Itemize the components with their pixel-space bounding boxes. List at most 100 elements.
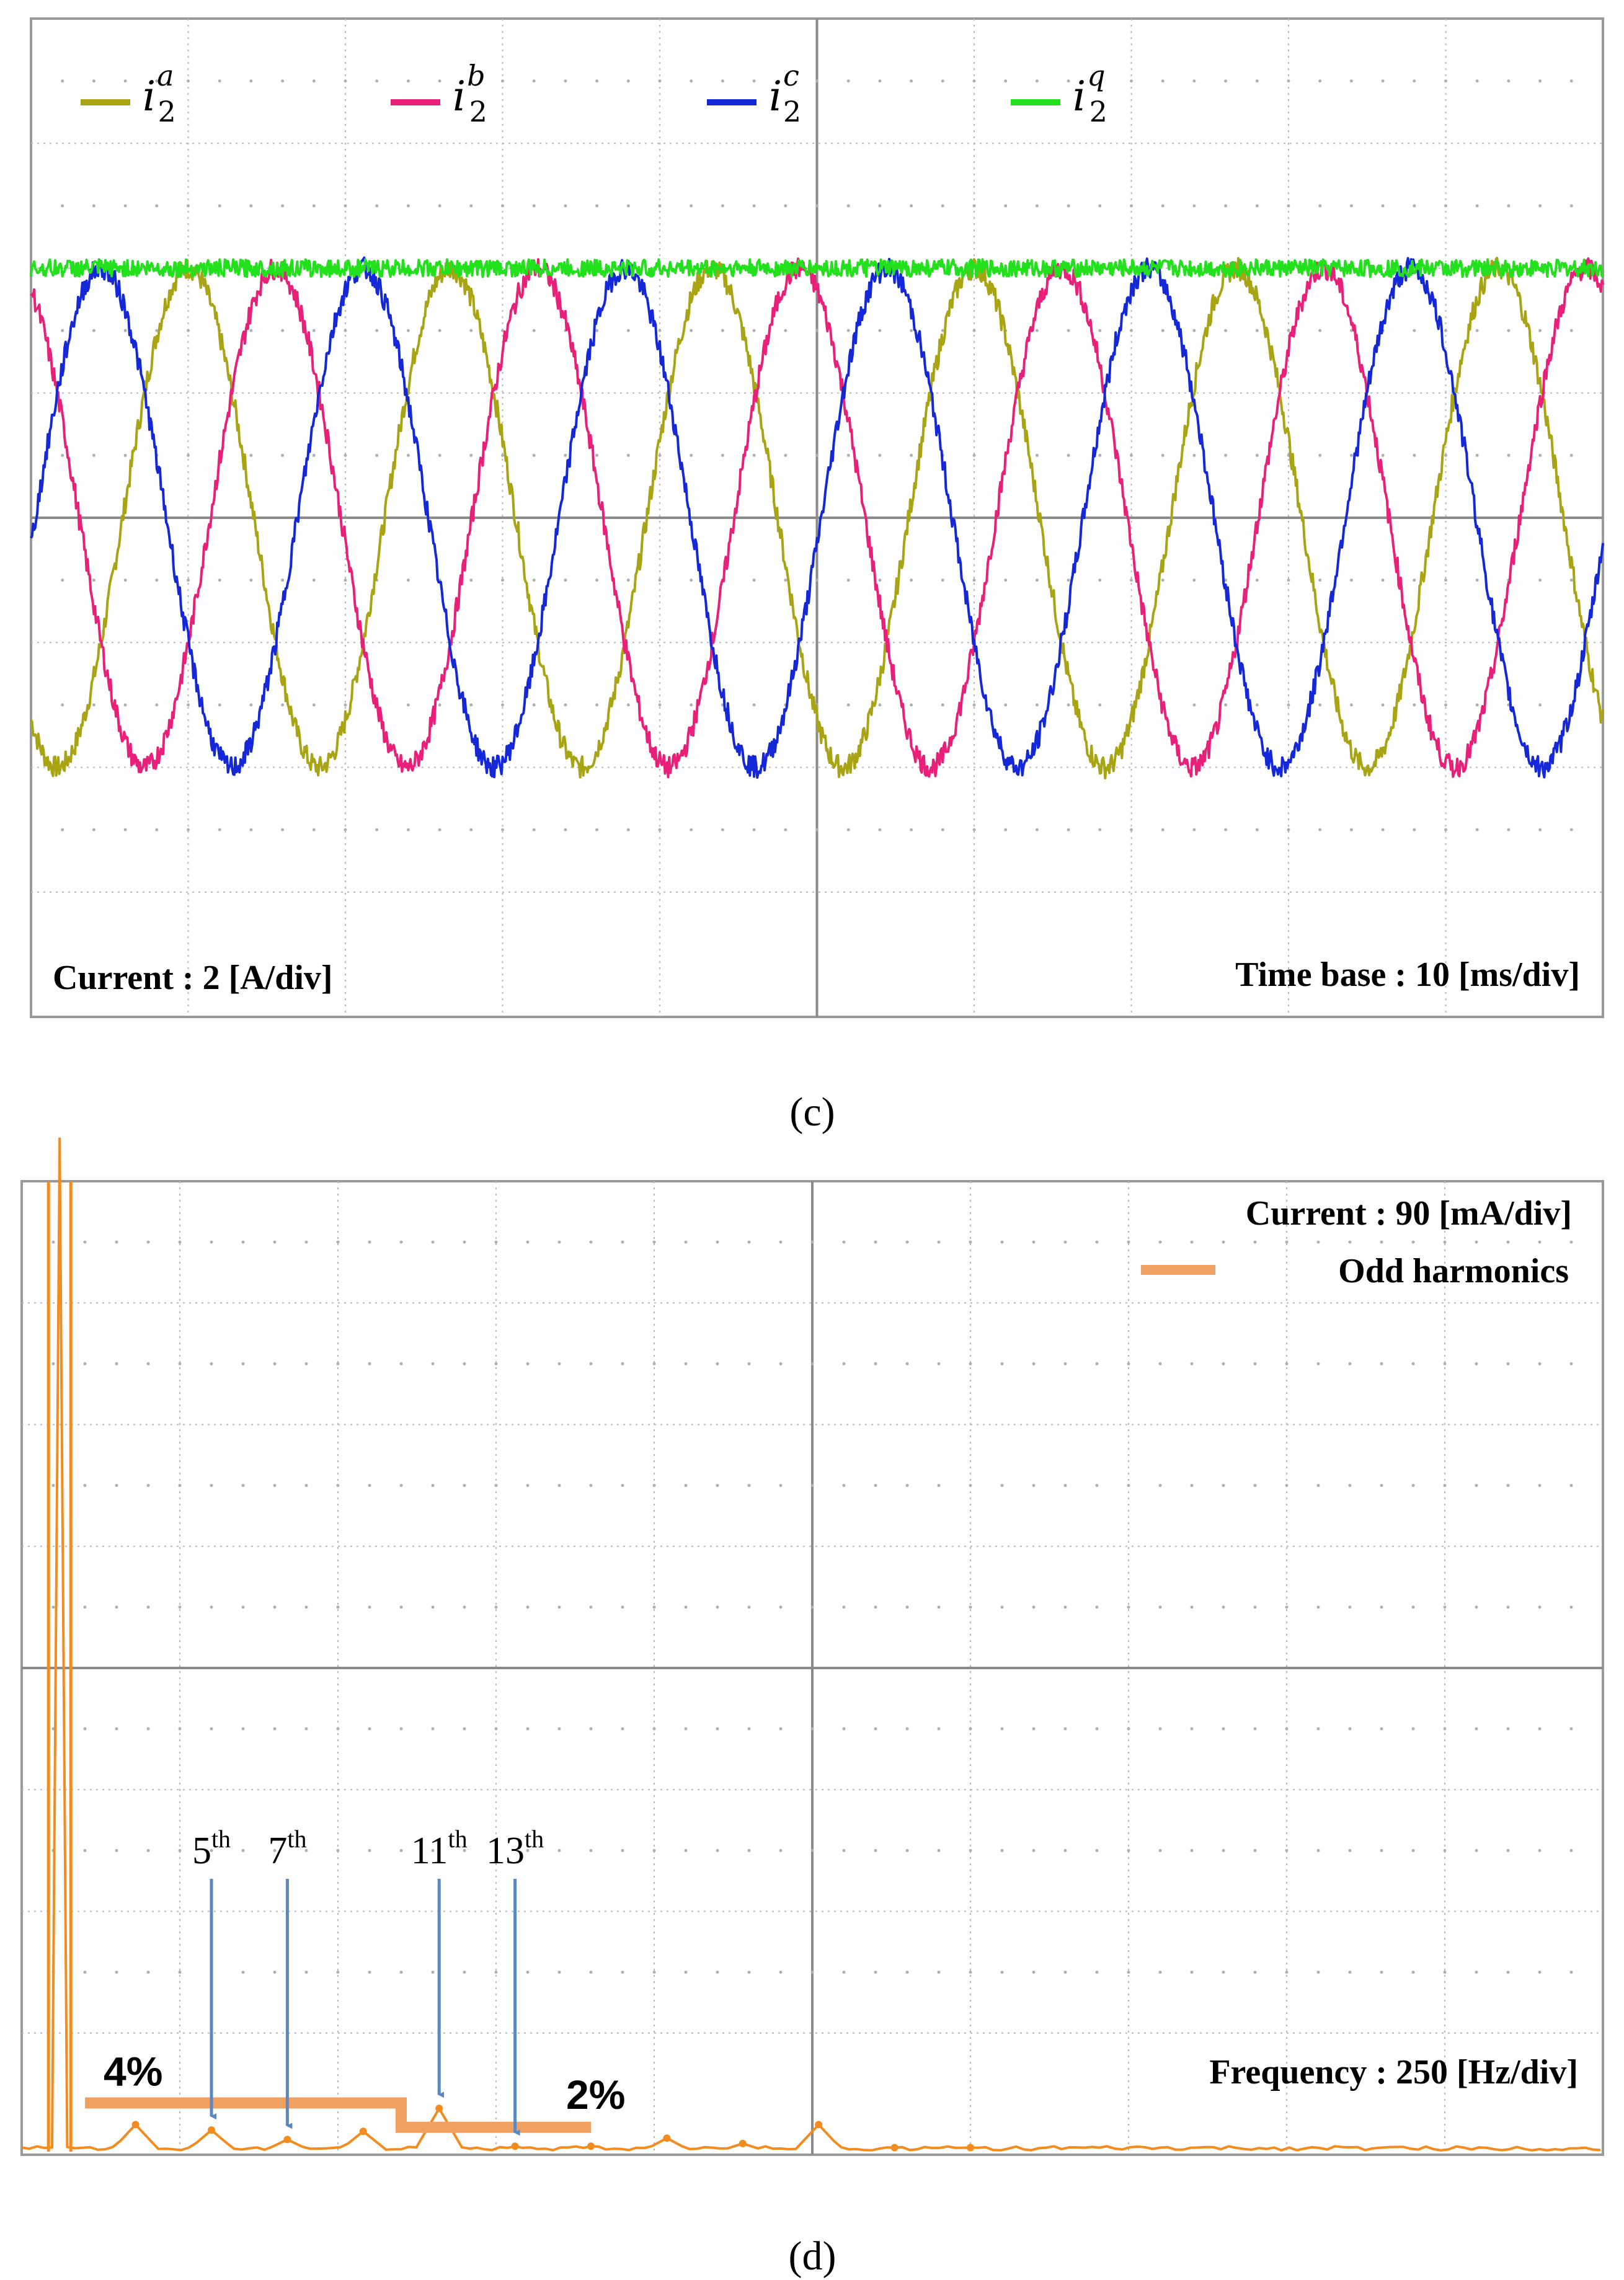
d-grid-dot [178,1362,182,1365]
c-grid-dot [658,579,662,582]
c-grid-dot [721,828,724,832]
c-grid-dot [123,828,127,832]
c-grid-dot [61,579,64,582]
d-grid-dot [146,1362,150,1365]
c-grid-dot [690,828,693,832]
c-grid-dot [595,828,599,832]
d-grid-dot [178,1727,182,1731]
c-grid-dot [1067,828,1070,832]
d-grid-dot [210,1727,213,1731]
d-grid-dot [115,1605,118,1609]
c-grid-dot [249,703,253,707]
d-grid-dot [779,1971,783,1974]
c-grid-dot [61,329,64,332]
d-grid-dot [1285,1484,1289,1488]
c-grid-dot [815,329,819,332]
d-grid-dot [336,1484,340,1488]
d-grid-dot [241,1605,245,1609]
d-grid-dot [304,1484,308,1488]
d-grid-dot [494,1971,498,1974]
d-grid-dot [1475,1362,1478,1365]
c-grid-dot [281,329,285,332]
c-grid-dot [595,204,599,208]
c-grid-dot [1287,79,1290,83]
c-grid-dot [595,453,599,457]
c-grid-dot [438,79,441,83]
c-grid-dot [1444,703,1447,707]
d-grid-dot [747,1484,751,1488]
d-grid-dot [273,1727,277,1731]
d-grid-dot [115,1484,118,1488]
d-grid-dot [1285,1605,1289,1609]
c-grid-dot [878,828,882,832]
c-grid-dot [1507,79,1511,83]
c-grid-dot [1255,204,1259,208]
c-grid-dot [878,453,882,457]
c-grid-dot [406,453,410,457]
d-grid-dot [1506,1362,1510,1365]
c-grid-dot [501,79,504,83]
d-grid-dot [1063,1240,1067,1244]
panel-c-traces [30,256,1604,779]
d-grid-dot [1222,1484,1225,1488]
c-grid-dot [752,453,756,457]
d-grid-dot [621,1484,624,1488]
d-grid-dot [115,1848,118,1852]
c-grid-dot [155,579,159,582]
c-grid-dot [406,579,410,582]
c-grid-dot [92,703,95,707]
d-grid-dot [589,1848,593,1852]
d-grid-dot [1411,1727,1415,1731]
panel-c-oscilloscope: ia 2 ib 2 ic 2 iq 2 Current : 2 [A/div] Time ba… [30,17,1604,1018]
c-grid-dot [1192,579,1196,582]
panel-c-time-scale: Time base : 10 [ms/div] [1235,956,1580,994]
c-grid-dot [406,703,410,707]
d-grid-dot [1158,1848,1162,1852]
c-grid-dot [281,828,285,832]
d-grid-dot [210,1848,213,1852]
c-grid-dot [1507,828,1511,832]
c-grid-dot [532,79,536,83]
d-grid-dot [874,1362,877,1365]
panel-c-caption: (c) [789,1089,835,1135]
d-grid-dot [1190,1971,1194,1974]
d-grid-dot [1222,1605,1225,1609]
d-grid-dot [874,1605,877,1609]
legend-sub-c: 2 [783,95,801,128]
c-grid-dot [784,579,788,582]
c-grid-dot [1475,828,1479,832]
c-grid-dot [1130,79,1133,83]
harmonic-peak-point [208,2126,215,2134]
c-grid-dot [910,79,913,83]
d-grid-dot [652,1605,656,1609]
d-grid-dot [779,1727,783,1731]
d-grid-dot [589,1727,593,1731]
c-grid-dot [1004,79,1008,83]
d-grid-dot [1032,1848,1036,1852]
d-grid-dot [905,1727,909,1731]
legend-sup-a: a [157,59,174,92]
d-grid-dot [1253,1605,1257,1609]
d-grid-dot [810,1848,814,1852]
d-grid-dot [1032,1484,1036,1488]
c-grid-dot [312,828,316,832]
d-grid-dot [83,1240,87,1244]
d-grid-dot [969,1971,972,1974]
c-grid-dot [1381,204,1385,208]
c-grid-dot [187,79,190,83]
d-grid-dot [1443,1727,1447,1731]
c-grid-dot [941,579,944,582]
d-grid-dot [747,1848,751,1852]
c-grid-dot [941,79,944,83]
d-grid-dot [526,1971,530,1974]
c-grid-dot [1413,828,1416,832]
harmonic-peak-point [359,2127,367,2136]
c-grid-dot [721,329,724,332]
d-grid-dot [83,1605,87,1609]
panel-d-limit-lines: 4% 2% [85,2049,625,2133]
d-grid-dot [1475,1605,1478,1609]
c-grid-dot [1381,579,1385,582]
d-grid-dot [557,1971,561,1974]
d-grid-dot [51,1240,55,1244]
c-grid-dot [941,204,944,208]
